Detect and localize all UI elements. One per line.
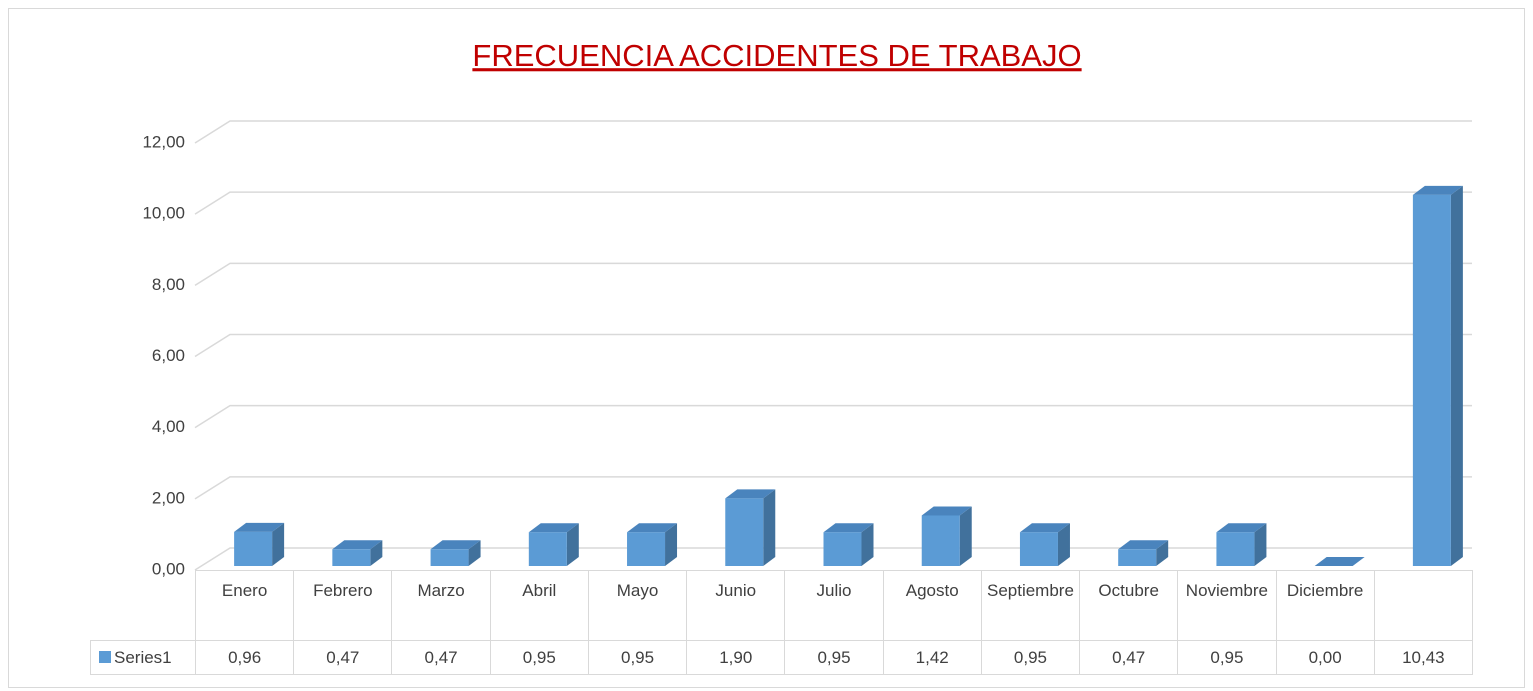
value-cell: 0,96 — [195, 640, 295, 675]
bar — [430, 549, 469, 566]
value-cell: 0,95 — [784, 640, 884, 675]
category-cell — [1373, 570, 1473, 641]
y-tick-label: 12,00 — [142, 132, 185, 151]
grid-line — [194, 333, 1472, 358]
bar — [725, 498, 764, 566]
bar — [234, 531, 273, 566]
bar-top — [234, 522, 285, 532]
bar-top — [1412, 185, 1463, 195]
grid-line — [194, 120, 1472, 144]
bar-top — [1019, 523, 1070, 533]
bar-top — [332, 540, 383, 550]
bar-side — [272, 522, 285, 566]
bar — [332, 549, 371, 566]
bar-top — [1216, 523, 1267, 533]
category-cell: Abril — [489, 570, 589, 641]
bar-side — [566, 523, 579, 566]
bar-top — [528, 523, 579, 533]
bar — [627, 532, 666, 566]
value-cell: 0,47 — [1079, 640, 1179, 675]
value-cell: 10,43 — [1373, 640, 1473, 675]
bar — [1118, 549, 1157, 566]
bar-side — [763, 489, 776, 566]
value-cell: 0,47 — [391, 640, 491, 675]
value-cell: 0,95 — [587, 640, 688, 675]
bar — [1019, 532, 1058, 566]
grid-line — [194, 404, 1472, 429]
bar-top — [725, 489, 776, 499]
bar-side — [959, 506, 972, 566]
bar-side — [1450, 185, 1463, 566]
bar-side — [665, 523, 678, 566]
bar-side — [370, 540, 383, 566]
category-cell: Enero — [195, 570, 295, 641]
bar-side — [861, 523, 874, 566]
grid-line — [194, 262, 1472, 286]
bar-top — [627, 523, 678, 533]
category-cell: Febrero — [293, 570, 393, 641]
grid-line — [194, 191, 1472, 215]
bar-top — [1314, 557, 1365, 566]
value-cell: 0,95 — [489, 640, 589, 675]
bar-side — [1156, 540, 1169, 566]
bar — [823, 532, 862, 566]
category-cell: Marzo — [391, 570, 491, 641]
bar — [1216, 532, 1255, 566]
legend-label: Series1 — [114, 648, 172, 667]
category-cell: Diciembre — [1275, 570, 1375, 641]
bar-top — [1118, 540, 1169, 550]
category-cell: Mayo — [587, 570, 688, 641]
bar-top — [823, 523, 874, 533]
legend-swatch — [99, 651, 111, 663]
category-cell: Julio — [784, 570, 884, 641]
value-cell: 0,95 — [980, 640, 1081, 675]
bar — [921, 515, 960, 566]
bar-top — [430, 540, 481, 550]
category-cell: Septiembre — [980, 570, 1081, 641]
bar-side — [468, 540, 481, 566]
bar-top — [921, 506, 972, 516]
bar-side — [1057, 523, 1070, 566]
value-cell: 1,90 — [686, 640, 786, 675]
bar — [528, 532, 567, 566]
value-cell: 0,00 — [1275, 640, 1375, 675]
bar-side — [1254, 523, 1267, 566]
chart-title: FRECUENCIA ACCIDENTES DE TRABAJO — [472, 38, 1081, 73]
grid-line — [194, 476, 1472, 500]
category-cell: Noviembre — [1177, 570, 1277, 641]
value-cell: 0,47 — [293, 640, 393, 675]
value-cell: 0,95 — [1177, 640, 1277, 675]
bar — [1412, 194, 1451, 566]
category-cell: Agosto — [882, 570, 982, 641]
y-tick-label: 2,00 — [152, 488, 185, 507]
value-cell: 1,42 — [882, 640, 982, 675]
y-tick-label: 8,00 — [152, 275, 185, 294]
y-tick-label: 10,00 — [142, 204, 185, 223]
legend-cell: Series1 — [90, 640, 196, 675]
category-cell: Junio — [686, 570, 786, 641]
y-tick-label: 6,00 — [152, 346, 185, 365]
category-cell: Octubre — [1079, 570, 1179, 641]
y-tick-label: 4,00 — [152, 417, 185, 436]
y-tick-label: 0,00 — [152, 559, 185, 578]
